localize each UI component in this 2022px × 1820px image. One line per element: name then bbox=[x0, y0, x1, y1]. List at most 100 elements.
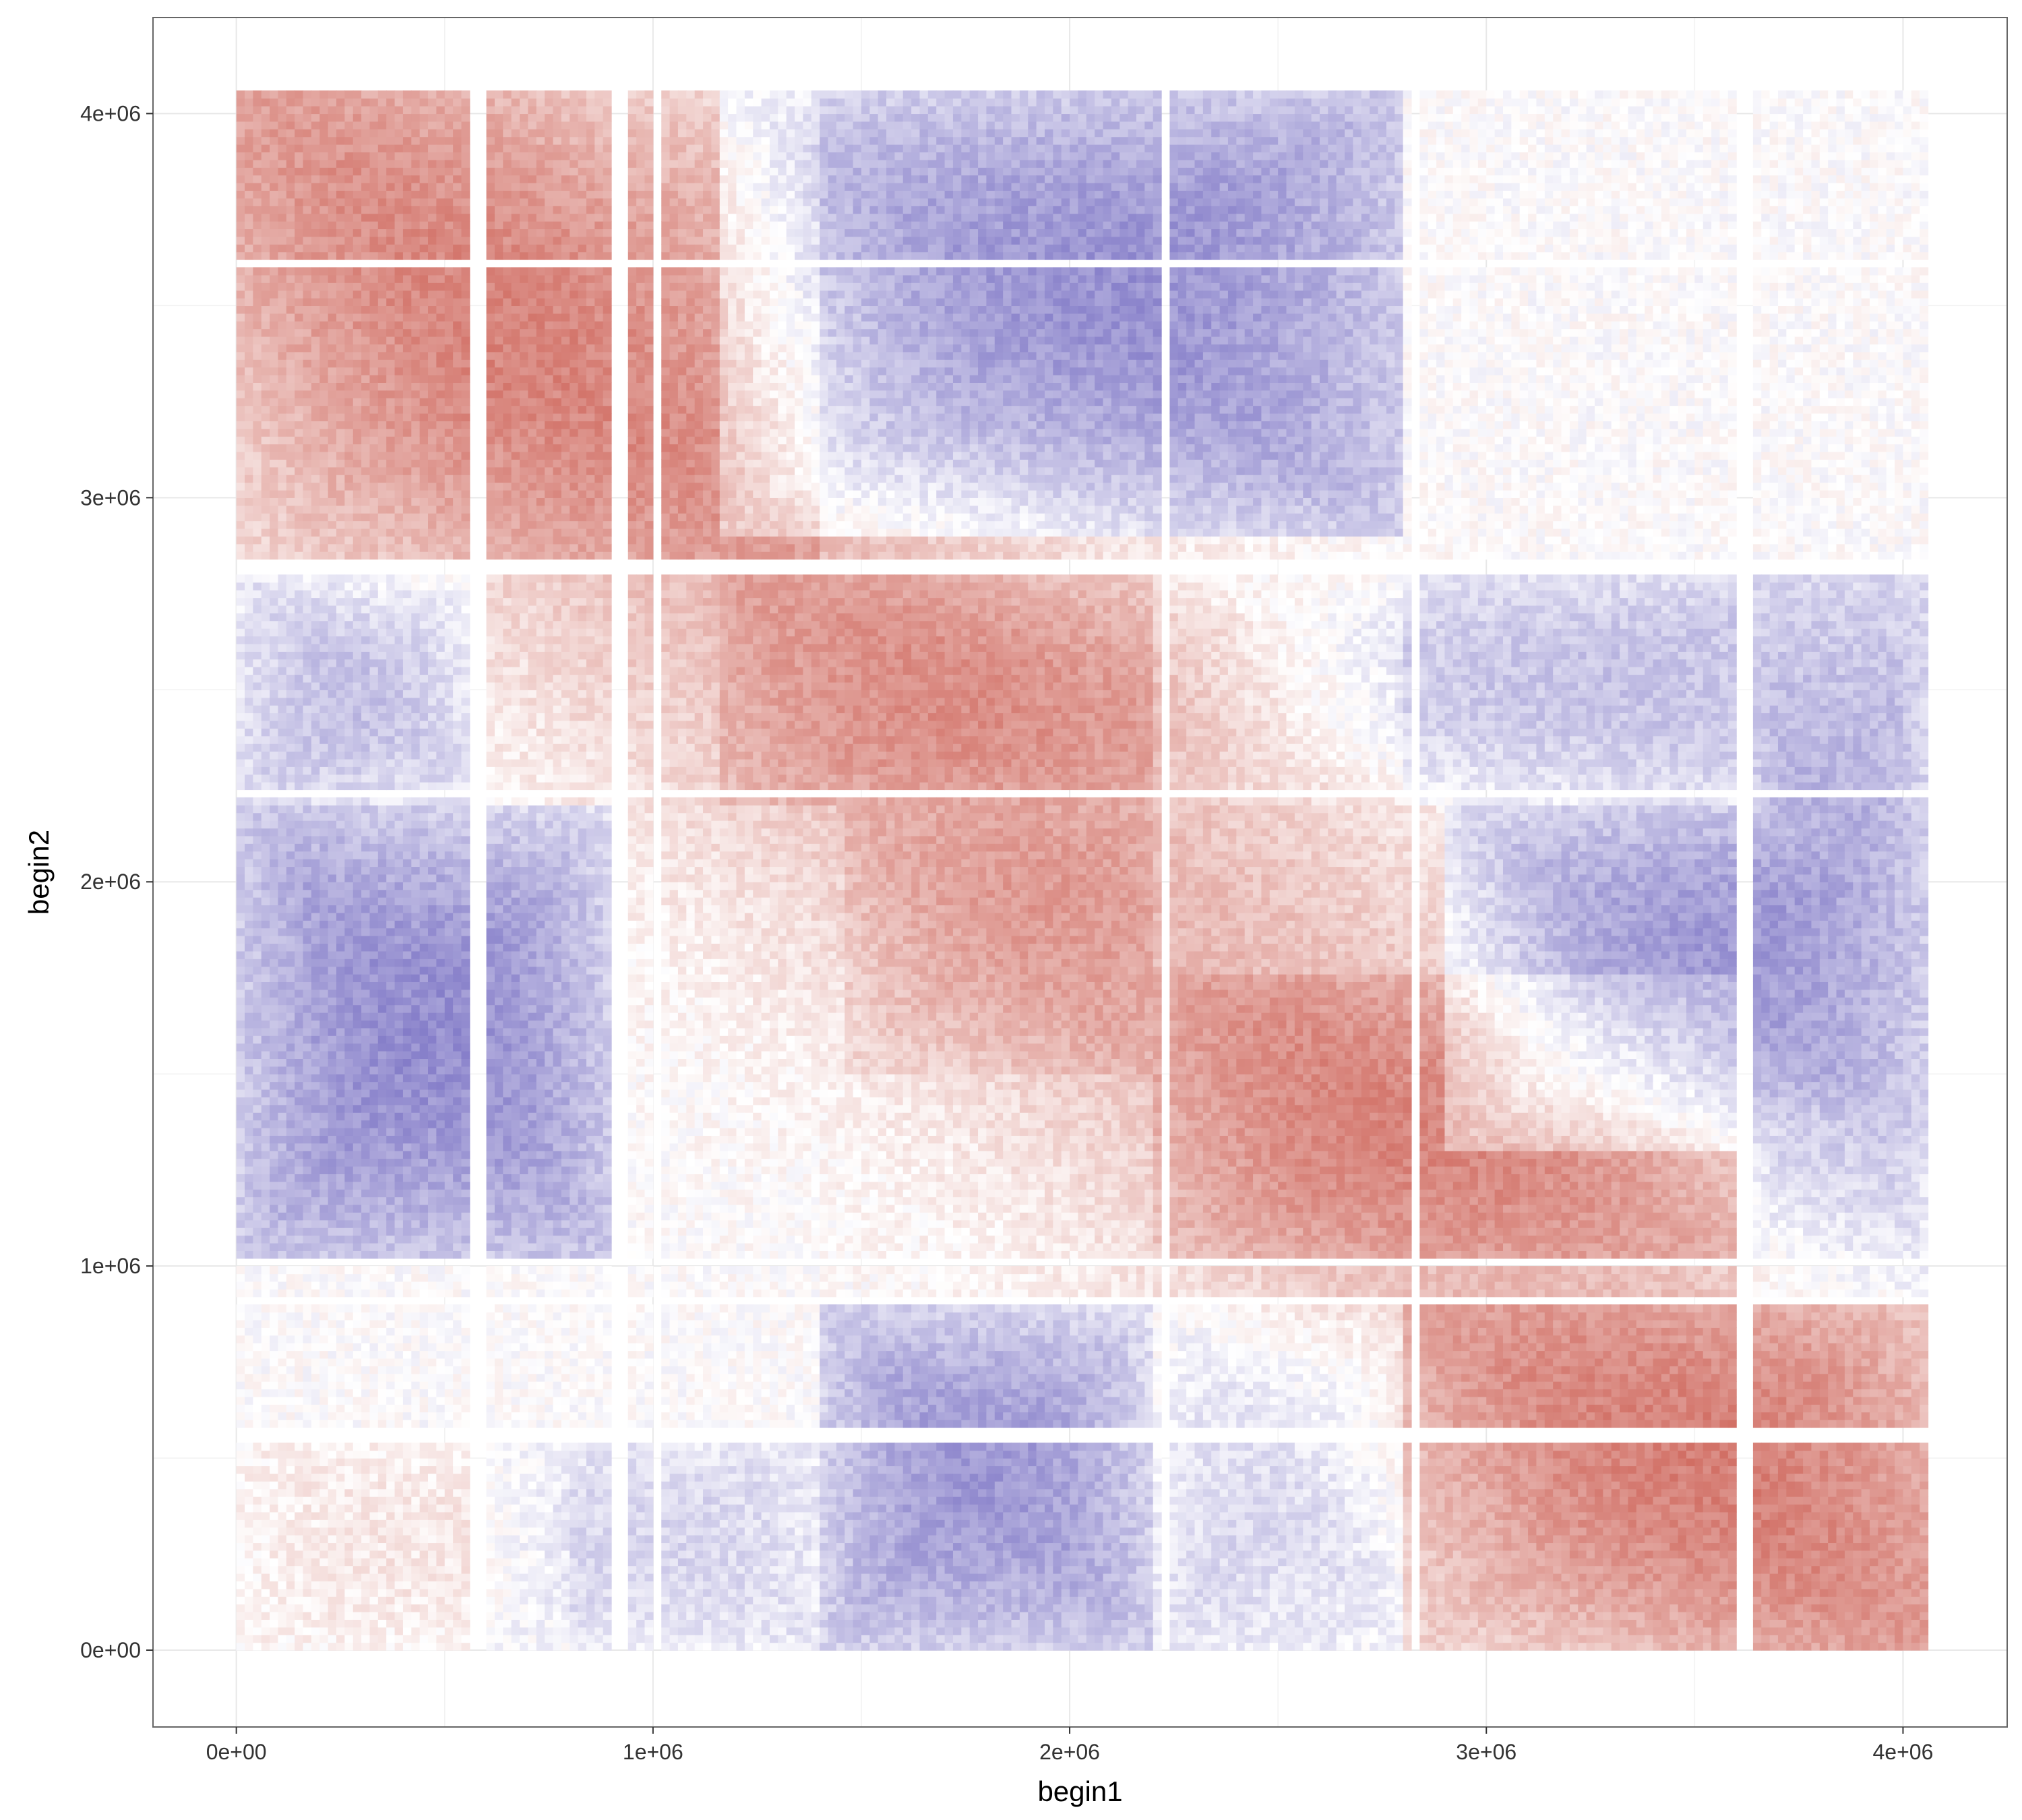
heatmap-cell bbox=[344, 1604, 353, 1612]
heatmap-cell bbox=[270, 636, 278, 644]
heatmap-cell bbox=[303, 375, 312, 383]
heatmap-cell bbox=[270, 1120, 278, 1128]
heatmap-cell bbox=[262, 98, 270, 107]
heatmap-cell bbox=[344, 1035, 353, 1043]
heatmap-cell bbox=[311, 797, 320, 806]
heatmap-cell bbox=[336, 698, 345, 706]
heatmap-cell bbox=[295, 1465, 303, 1474]
heatmap-cell bbox=[336, 1220, 345, 1228]
heatmap-cell bbox=[336, 1573, 345, 1581]
heatmap-cell bbox=[295, 1281, 303, 1290]
heatmap-cell bbox=[328, 305, 337, 313]
heatmap-cell bbox=[286, 1581, 295, 1589]
heatmap-cell bbox=[262, 959, 270, 967]
heatmap-cell bbox=[278, 398, 286, 406]
heatmap-cell bbox=[278, 1035, 286, 1043]
heatmap-cell bbox=[237, 1504, 245, 1512]
heatmap-cell bbox=[303, 766, 312, 775]
heatmap-cell bbox=[344, 152, 353, 160]
heatmap-cell bbox=[311, 598, 320, 606]
heatmap-cell bbox=[286, 121, 295, 129]
heatmap-cell bbox=[311, 1320, 320, 1328]
heatmap-cell bbox=[295, 1051, 303, 1059]
heatmap-cell bbox=[328, 959, 337, 967]
heatmap-cell bbox=[262, 766, 270, 775]
heatmap-cell bbox=[278, 475, 286, 483]
heatmap-cell bbox=[253, 467, 262, 475]
heatmap-cell bbox=[319, 321, 328, 329]
heatmap-cell bbox=[286, 106, 295, 114]
heatmap-cell bbox=[336, 644, 345, 652]
heatmap-cell bbox=[262, 1135, 270, 1143]
heatmap-cell bbox=[262, 1012, 270, 1021]
heatmap-cell bbox=[237, 1020, 245, 1028]
heatmap-cell bbox=[262, 1335, 270, 1343]
heatmap-cell bbox=[262, 1289, 270, 1297]
heatmap-cell bbox=[344, 1143, 353, 1151]
heatmap-cell bbox=[319, 436, 328, 444]
heatmap-cell bbox=[319, 1236, 328, 1244]
heatmap-cell bbox=[353, 1366, 362, 1374]
heatmap-cell bbox=[295, 1612, 303, 1620]
heatmap-cell bbox=[319, 1166, 328, 1174]
heatmap-cell bbox=[262, 513, 270, 521]
heatmap-cell bbox=[245, 990, 253, 998]
heatmap-cell bbox=[295, 1159, 303, 1167]
heatmap-cell bbox=[328, 1443, 337, 1451]
heatmap-cell bbox=[253, 905, 262, 913]
heatmap-cell bbox=[237, 528, 245, 537]
heatmap-cell bbox=[336, 1012, 345, 1021]
heatmap-cell bbox=[344, 459, 353, 467]
heatmap-cell bbox=[328, 1451, 337, 1459]
heatmap-cell bbox=[286, 582, 295, 590]
heatmap-cell bbox=[303, 590, 312, 598]
heatmap-cell bbox=[336, 1182, 345, 1190]
heatmap-cell bbox=[270, 1573, 278, 1581]
heatmap-cell bbox=[278, 636, 286, 644]
heatmap-cell bbox=[344, 1381, 353, 1389]
heatmap-cell bbox=[253, 244, 262, 252]
heatmap-cell bbox=[311, 1074, 320, 1082]
heatmap-cell bbox=[319, 775, 328, 783]
heatmap-cell bbox=[262, 974, 270, 982]
heatmap-cell bbox=[270, 574, 278, 582]
heatmap-cell bbox=[328, 1527, 337, 1536]
heatmap-cell bbox=[278, 851, 286, 859]
heatmap-cell bbox=[303, 659, 312, 667]
heatmap-cell bbox=[245, 590, 253, 598]
heatmap-cell bbox=[245, 1250, 253, 1258]
heatmap-cell bbox=[245, 291, 253, 299]
heatmap-cell bbox=[237, 298, 245, 306]
heatmap-cell bbox=[286, 1243, 295, 1251]
heatmap-cell bbox=[336, 513, 345, 521]
heatmap-cell bbox=[270, 490, 278, 498]
heatmap-cell bbox=[237, 359, 245, 367]
heatmap-cell bbox=[278, 336, 286, 344]
heatmap-cell bbox=[253, 613, 262, 621]
heatmap-cell bbox=[262, 1397, 270, 1405]
heatmap-cell bbox=[262, 1504, 270, 1512]
heatmap-cell bbox=[295, 1496, 303, 1505]
heatmap-cell bbox=[295, 536, 303, 544]
heatmap-cell bbox=[253, 1212, 262, 1220]
heatmap-cell bbox=[286, 698, 295, 706]
heatmap-cell bbox=[295, 167, 303, 175]
heatmap-cell bbox=[319, 897, 328, 905]
heatmap-cell bbox=[270, 1197, 278, 1205]
heatmap-cell bbox=[270, 667, 278, 675]
heatmap-cell bbox=[311, 851, 320, 859]
heatmap-cell bbox=[270, 237, 278, 245]
heatmap-cell bbox=[328, 1366, 337, 1374]
heatmap-cell bbox=[344, 1082, 353, 1090]
heatmap-cell bbox=[353, 1527, 362, 1536]
heatmap-cell bbox=[303, 329, 312, 337]
heatmap-cell bbox=[295, 406, 303, 414]
heatmap-cell bbox=[303, 305, 312, 313]
heatmap-cell bbox=[328, 313, 337, 322]
heatmap-cell bbox=[328, 1581, 337, 1589]
heatmap-cell bbox=[336, 1589, 345, 1597]
heatmap-cell bbox=[262, 820, 270, 828]
heatmap-cell bbox=[295, 1566, 303, 1574]
heatmap-cell bbox=[328, 713, 337, 721]
heatmap-cell bbox=[253, 1589, 262, 1597]
